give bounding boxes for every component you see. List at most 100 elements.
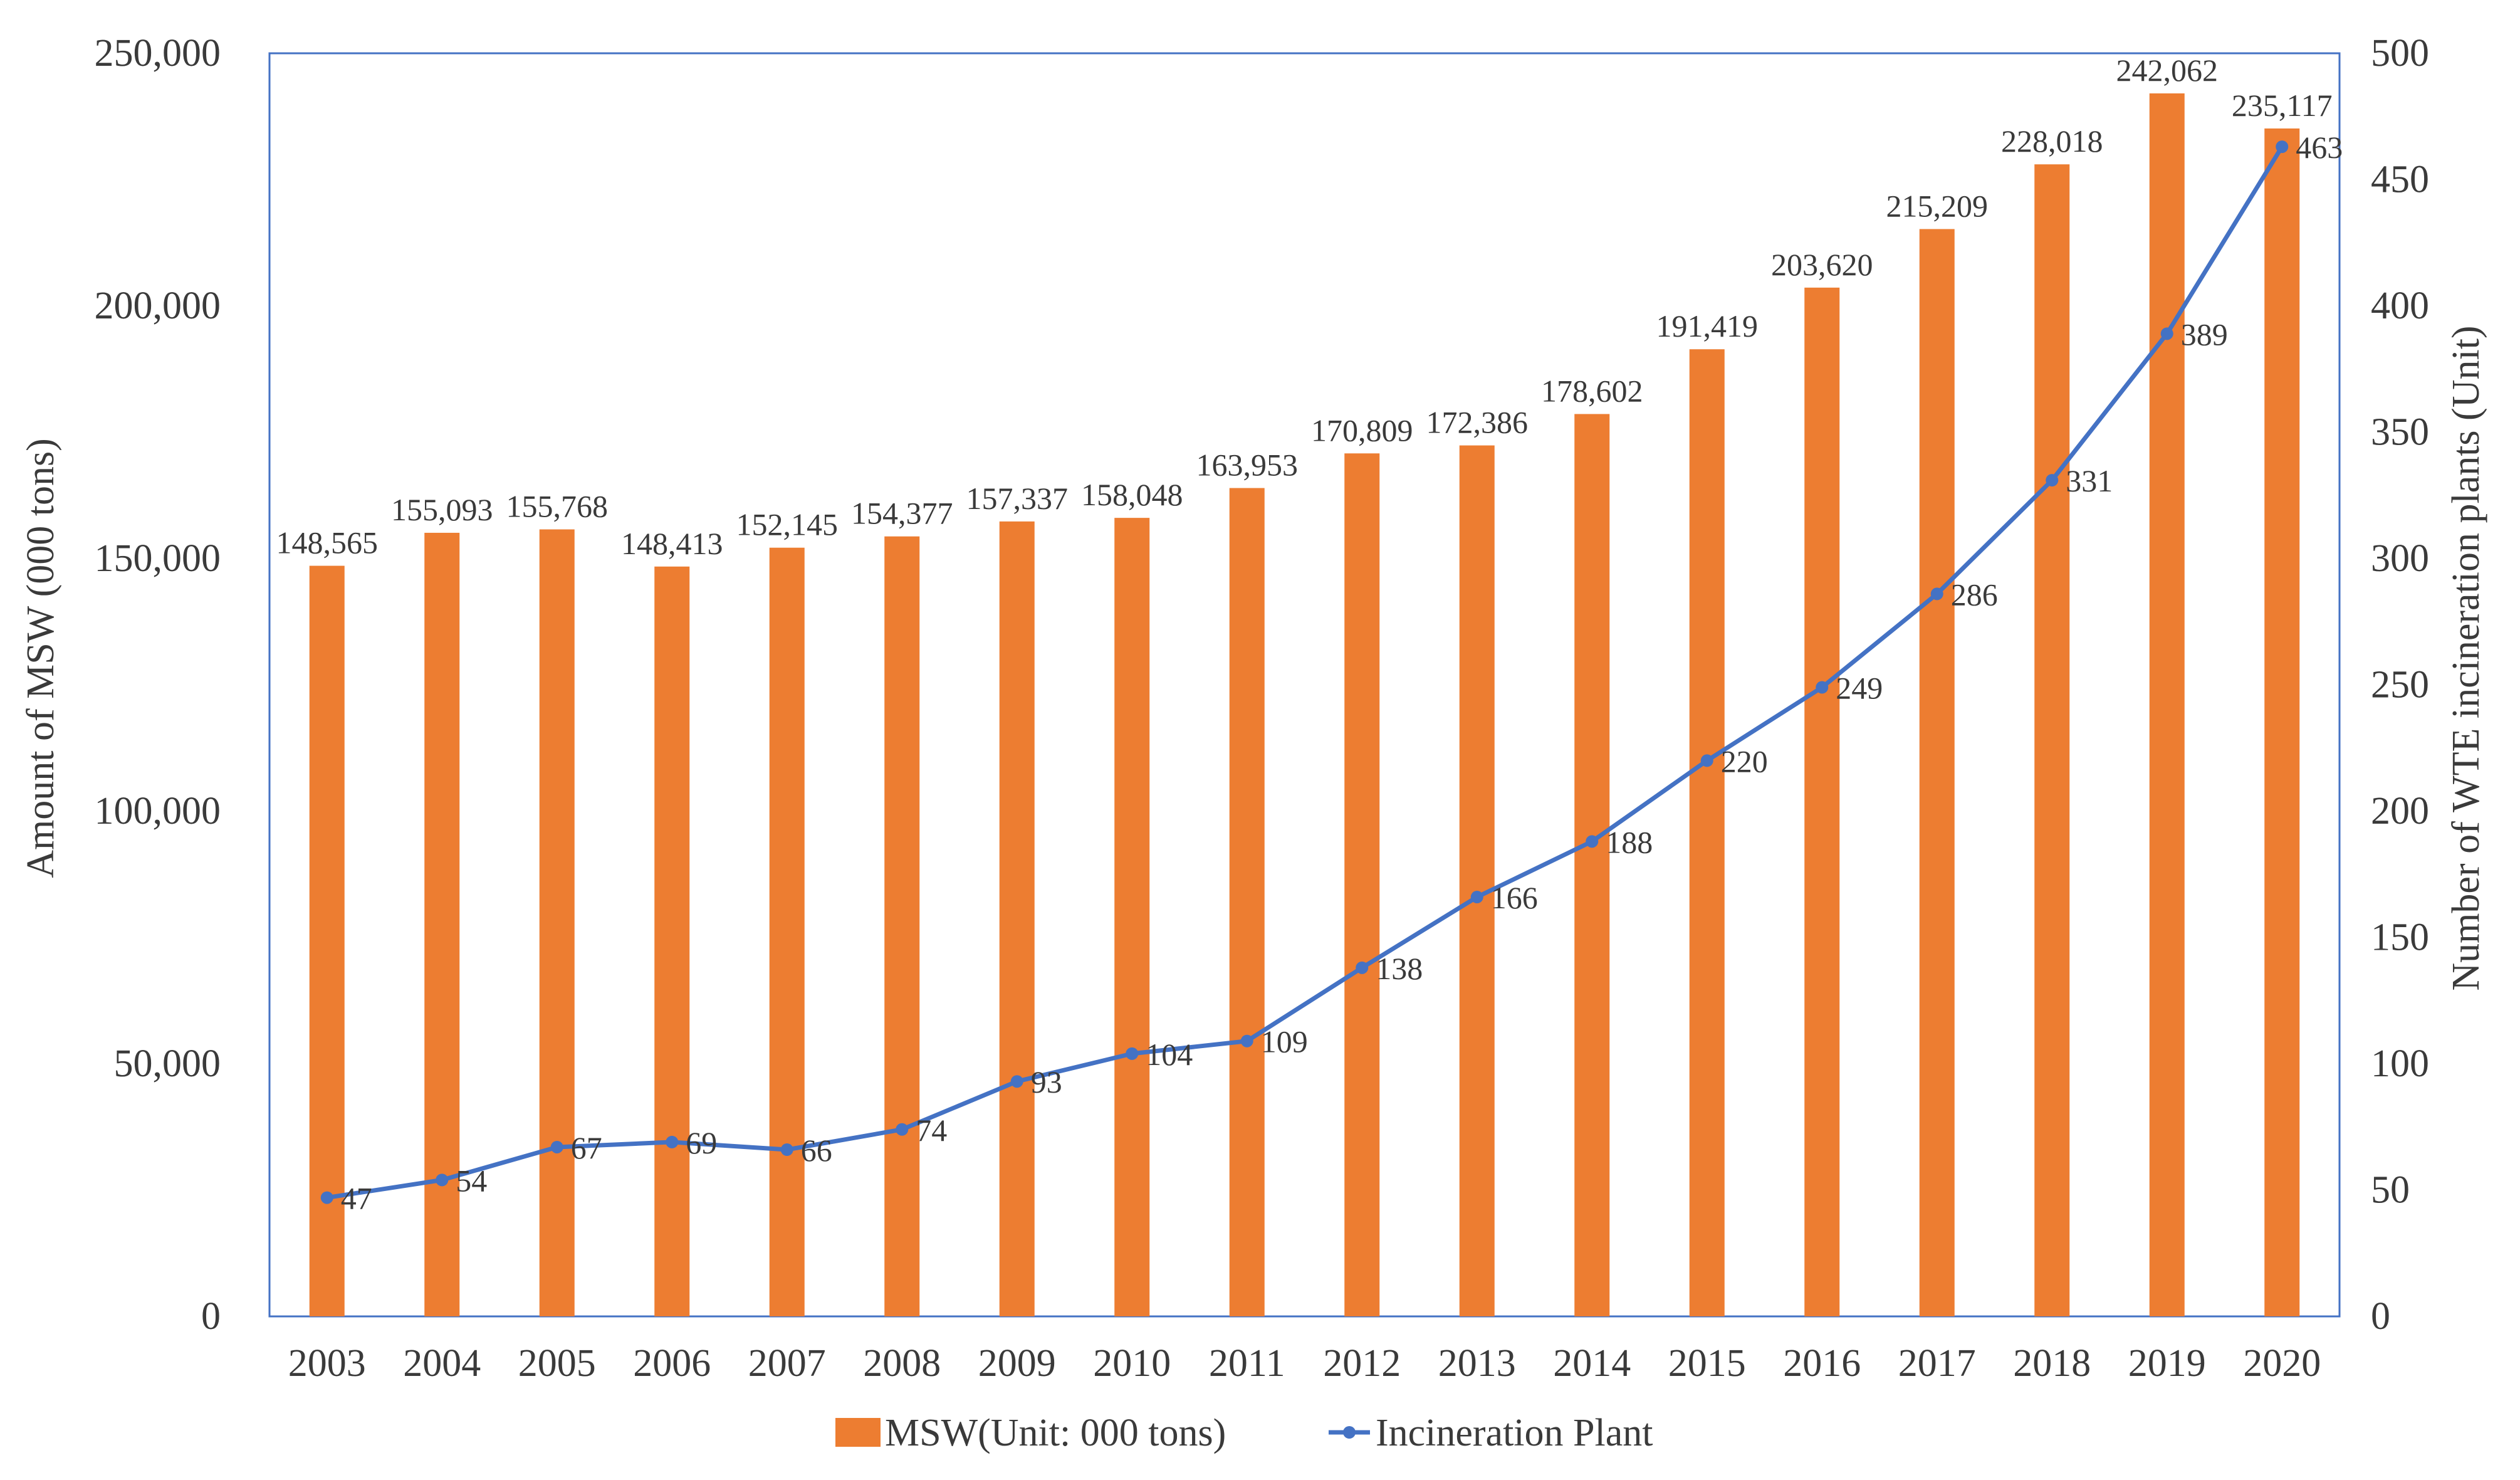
x-tick-2018: 2018 [2013,1342,2091,1385]
bar-2020 [2264,128,2300,1316]
y2-tick-2: 100 [2371,1042,2429,1085]
bar-2008 [884,536,920,1316]
x-tick-2004: 2004 [403,1342,481,1385]
x-tick-2009: 2009 [978,1342,1056,1385]
legend-incineration-label: Incineration Plant [1376,1412,1653,1454]
line-point-2006 [666,1135,679,1148]
bar-2017 [1919,229,1955,1316]
y2-tick-1: 50 [2371,1169,2410,1212]
bar-label-2020: 235,117 [2232,88,2333,123]
y2-tick-3: 150 [2371,916,2429,959]
right-axis-ticks: 0 50 100 150 200 250 300 350 400 450 500 [2371,32,2429,1338]
y2-tick-7: 350 [2371,411,2429,454]
y-tick-1: 50,000 [114,1042,221,1085]
incineration-line [320,140,2289,1204]
bar-2011 [1229,488,1265,1316]
y2-tick-5: 250 [2371,664,2429,706]
line-point-2005 [550,1140,563,1153]
incineration-polyline [327,145,2284,1200]
bar-label-2004: 155,093 [391,492,493,527]
y2-tick-4: 200 [2371,790,2429,832]
x-tick-2005: 2005 [518,1342,596,1385]
bar-label-2019: 242,062 [2116,53,2219,88]
line-label-2012: 138 [1376,951,1423,986]
line-point-2013 [1470,891,1483,904]
y2-tick-0: 0 [2371,1295,2390,1338]
line-point-2016 [1816,681,1829,694]
bar-label-2012: 170,809 [1311,412,1413,448]
line-label-2015: 220 [1721,743,1768,779]
bar-2018 [2034,164,2070,1316]
bar-label-2013: 172,386 [1426,405,1529,440]
line-label-2017: 286 [1951,577,1998,612]
line-point-2009 [1010,1075,1023,1088]
bar-2006 [654,566,690,1316]
y2-tick-9: 450 [2371,159,2429,201]
left-axis-title: Amount of MSW (000 tons) [19,438,62,878]
bar-2013 [1459,445,1495,1316]
y-tick-3: 150,000 [95,537,221,580]
line-label-2005: 67 [571,1130,602,1165]
bar-label-2017: 215,209 [1886,188,1989,223]
line-label-2011: 109 [1261,1024,1308,1059]
line-label-2014: 188 [1606,824,1653,859]
x-tick-2010: 2010 [1093,1342,1171,1385]
bar-label-2016: 203,620 [1771,247,1873,282]
line-point-2004 [436,1173,449,1187]
x-tick-2017: 2017 [1898,1342,1976,1385]
x-tick-2012: 2012 [1323,1342,1401,1385]
bar-2015 [1689,349,1725,1316]
bar-2012 [1344,453,1380,1316]
line-label-2008: 74 [916,1113,947,1148]
line-label-2019: 389 [2181,317,2228,352]
bar-2010 [1114,518,1150,1317]
line-point-2007 [780,1143,793,1157]
bar-label-2005: 155,768 [506,489,609,524]
line-label-2010: 104 [1146,1037,1193,1072]
line-label-2020: 463 [2296,130,2343,165]
bar-label-2014: 178,602 [1541,373,1643,408]
line-point-2008 [896,1123,909,1136]
y2-tick-10: 500 [2371,32,2429,75]
x-tick-2003: 2003 [288,1342,366,1385]
bar-2004 [424,532,460,1316]
x-tick-2015: 2015 [1668,1342,1746,1385]
y-tick-4: 200,000 [95,285,221,327]
bar-2003 [309,565,345,1316]
bar-label-2011: 163,953 [1196,448,1299,483]
x-tick-2014: 2014 [1553,1342,1631,1385]
line-point-2018 [2046,474,2059,487]
x-tick-2019: 2019 [2128,1342,2206,1385]
msw-bars [309,93,2300,1317]
left-axis-ticks: 0 50,000 100,000 150,000 200,000 250,000 [95,32,221,1338]
line-point-2011 [1240,1034,1253,1047]
x-tick-2013: 2013 [1438,1342,1516,1385]
legend-msw-swatch [835,1418,881,1447]
line-label-2016: 249 [1836,671,1883,706]
bar-label-2007: 152,145 [736,507,839,542]
y-tick-2: 100,000 [95,790,221,832]
bar-2016 [1804,287,1840,1317]
x-tick-2008: 2008 [863,1342,941,1385]
x-tick-2007: 2007 [748,1342,826,1385]
line-label-2007: 66 [801,1133,832,1168]
y2-tick-6: 300 [2371,537,2429,580]
x-tick-2006: 2006 [633,1342,711,1385]
legend-incineration-marker [1343,1426,1356,1439]
plot-area [268,52,2341,1318]
line-point-2003 [320,1191,333,1204]
line-point-2012 [1356,961,1369,974]
line-point-2014 [1586,835,1599,848]
bar-label-2003: 148,565 [276,525,379,560]
line-point-2010 [1126,1047,1139,1060]
line-point-2019 [2160,327,2173,340]
y-tick-5: 250,000 [95,32,221,75]
line-point-2020 [2276,140,2289,154]
line-label-2004: 54 [456,1163,487,1198]
x-tick-2020: 2020 [2243,1342,2321,1385]
line-point-2015 [1700,754,1713,767]
line-label-2018: 331 [2066,463,2113,498]
bar-label-2008: 154,377 [851,496,953,531]
line-label-2009: 93 [1031,1064,1062,1100]
bar-label-2010: 158,048 [1081,477,1183,512]
